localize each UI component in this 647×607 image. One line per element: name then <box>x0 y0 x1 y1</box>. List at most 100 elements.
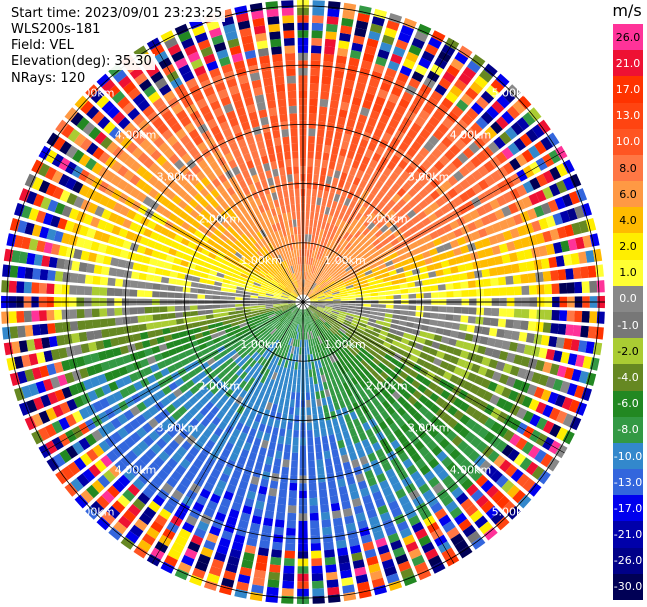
range-gate <box>241 362 249 371</box>
range-gate <box>278 283 285 290</box>
range-gate <box>260 220 267 229</box>
range-gate <box>112 247 122 257</box>
range-gate <box>254 242 262 251</box>
range-gate <box>469 384 480 395</box>
range-gate <box>349 451 358 461</box>
range-gate <box>391 340 401 347</box>
range-gate <box>240 82 251 92</box>
range-gate <box>75 356 86 368</box>
range-gate <box>379 551 393 563</box>
range-gate <box>184 452 196 464</box>
range-gate <box>303 286 305 295</box>
range-gate <box>388 500 400 511</box>
range-gate <box>117 96 131 110</box>
range-gate <box>263 131 272 141</box>
range-gate <box>71 260 80 272</box>
range-gate <box>419 128 431 140</box>
range-gate <box>188 187 199 198</box>
range-gate <box>84 274 94 285</box>
range-gate <box>372 152 382 163</box>
range-gate <box>330 286 338 291</box>
range-gate <box>391 507 403 518</box>
range-gate <box>376 190 386 200</box>
range-gate <box>191 219 201 229</box>
range-gate <box>240 145 250 156</box>
range-gate <box>294 331 298 340</box>
range-gate <box>263 186 271 195</box>
range-gate <box>316 197 322 206</box>
range-gate <box>358 351 366 359</box>
range-gate <box>330 326 338 333</box>
range-gate <box>122 102 136 115</box>
range-gate <box>362 307 371 311</box>
range-gate <box>440 389 451 400</box>
range-gate <box>166 135 178 147</box>
range-gate <box>383 317 392 323</box>
range-gate <box>253 25 266 35</box>
range-gate <box>382 427 392 437</box>
range-gate <box>168 278 177 285</box>
range-gate <box>210 125 221 136</box>
range-gate <box>272 267 279 275</box>
range-gate <box>433 432 445 444</box>
range-gate <box>350 104 360 114</box>
range-gate <box>422 234 433 243</box>
range-gate <box>484 465 498 478</box>
range-gate <box>545 376 556 389</box>
range-gate <box>296 308 301 316</box>
range-gate <box>518 262 528 273</box>
range-gate <box>204 304 213 310</box>
colorbar-swatch <box>613 102 643 130</box>
range-gate <box>480 378 491 389</box>
range-gate <box>142 486 155 499</box>
range-gate <box>287 512 297 521</box>
range-gate <box>257 303 266 306</box>
range-gate <box>486 257 496 267</box>
range-gate <box>114 460 127 473</box>
range-gate <box>274 309 282 314</box>
range-gate <box>142 170 153 182</box>
range-gate <box>344 79 355 89</box>
range-gate <box>283 189 289 198</box>
range-gate <box>559 282 568 294</box>
range-gate <box>256 213 264 223</box>
range-gate <box>309 83 319 92</box>
range-gate <box>243 242 251 250</box>
range-gate <box>310 211 315 220</box>
range-gate <box>367 117 377 128</box>
range-gate <box>169 271 178 278</box>
range-gate <box>115 237 125 248</box>
colorbar-tick-label: 26.0 <box>615 30 641 44</box>
range-gate <box>179 458 191 470</box>
range-gate <box>529 413 541 427</box>
range-gate <box>521 395 533 408</box>
range-gate <box>214 317 223 323</box>
range-gate <box>189 209 200 219</box>
range-gate <box>288 414 294 423</box>
range-gate <box>574 205 585 219</box>
range-gate <box>182 311 191 317</box>
range-gate <box>314 311 321 318</box>
range-gate <box>371 345 380 353</box>
range-gate <box>222 242 231 251</box>
range-gate <box>512 100 526 115</box>
range-gate <box>225 30 238 41</box>
range-gate <box>392 46 406 58</box>
range-gate <box>265 293 274 297</box>
range-gate <box>453 183 465 195</box>
range-gate <box>251 404 259 414</box>
range-gate <box>432 463 445 475</box>
range-gate <box>107 318 116 327</box>
range-gate <box>168 348 178 357</box>
range-gate <box>261 384 268 393</box>
range-gate <box>289 113 298 122</box>
range-gate <box>223 490 234 501</box>
range-gate <box>424 43 439 56</box>
range-gate <box>347 351 355 360</box>
range-gate <box>246 490 256 500</box>
range-gate <box>430 312 439 319</box>
range-gate <box>71 369 82 382</box>
range-gate <box>263 227 271 236</box>
range-gate <box>16 281 25 293</box>
range-gate <box>184 548 198 560</box>
